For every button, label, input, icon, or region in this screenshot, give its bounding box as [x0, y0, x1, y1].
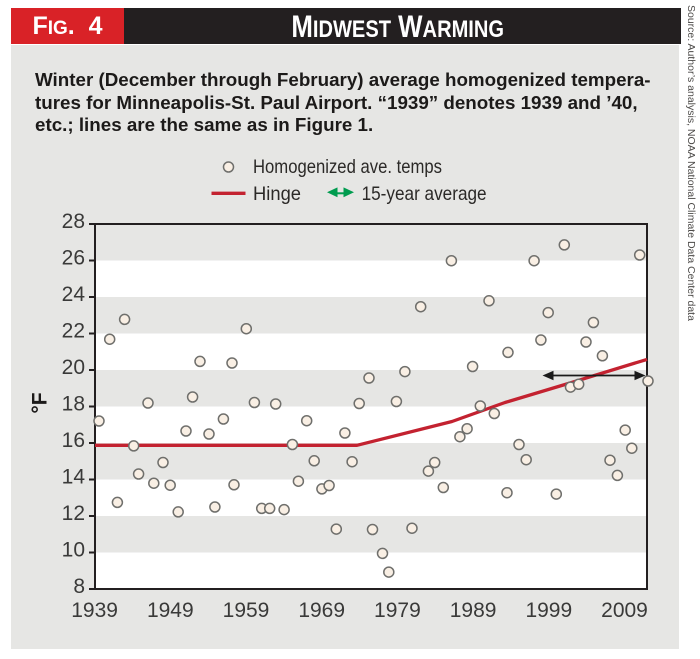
svg-text:10: 10 [62, 539, 85, 562]
svg-text:1979: 1979 [374, 599, 421, 622]
svg-text:8: 8 [73, 575, 85, 598]
svg-text:14: 14 [62, 466, 86, 489]
svg-text:20: 20 [62, 356, 85, 379]
svg-text:1949: 1949 [147, 599, 194, 622]
svg-text:1989: 1989 [450, 599, 497, 622]
svg-text:1969: 1969 [298, 599, 345, 622]
svg-text:15-year average: 15-year average [362, 183, 487, 205]
svg-text:24: 24 [62, 283, 86, 306]
svg-text:16: 16 [62, 429, 85, 452]
svg-text:2009: 2009 [601, 599, 648, 622]
svg-text:26: 26 [62, 247, 85, 270]
svg-text:Homogenized ave. temps: Homogenized ave. temps [253, 156, 442, 178]
svg-text:28: 28 [62, 210, 85, 233]
svg-text:Hinge: Hinge [253, 183, 301, 205]
svg-text:1999: 1999 [525, 599, 572, 622]
svg-text:22: 22 [62, 320, 85, 343]
svg-text:1959: 1959 [223, 599, 270, 622]
svg-text:1939: 1939 [71, 599, 118, 622]
svg-text:12: 12 [62, 502, 85, 525]
svg-text:°F: °F [29, 392, 52, 413]
svg-text:18: 18 [62, 393, 85, 416]
